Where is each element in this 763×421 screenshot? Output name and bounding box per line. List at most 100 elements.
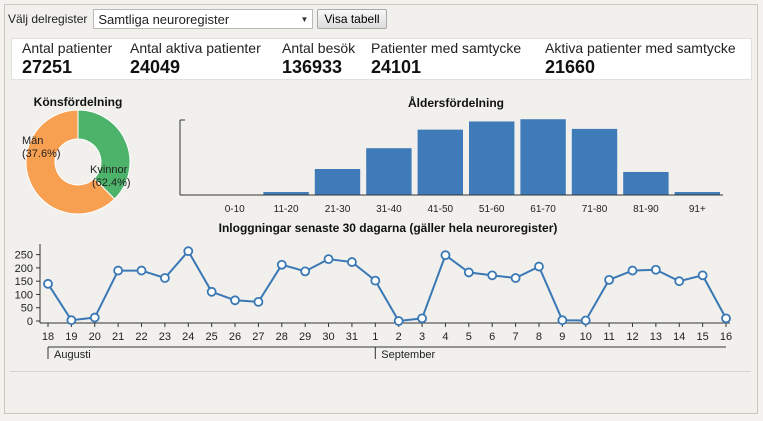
stat-title: Antal patienter bbox=[22, 40, 113, 56]
logins-point[interactable] bbox=[604, 274, 615, 285]
slice-label-men: Män bbox=[22, 135, 43, 147]
logins-x-tick-label: 25 bbox=[206, 331, 218, 343]
logins-x-tick-label: 29 bbox=[299, 331, 311, 343]
logins-point[interactable] bbox=[347, 257, 357, 267]
age-bar[interactable] bbox=[314, 169, 361, 195]
logins-x-tick-label: 2 bbox=[396, 331, 402, 343]
logins-x-tick-label: 28 bbox=[276, 331, 288, 343]
logins-point[interactable] bbox=[253, 296, 264, 307]
logins-chart-title: Inloggningar senaste 30 dagarna (gäller … bbox=[219, 221, 558, 235]
logins-point[interactable] bbox=[66, 315, 77, 326]
stat-value: 27251 bbox=[22, 57, 73, 77]
register-select-label: Välj delregister bbox=[8, 12, 88, 26]
age-bar[interactable] bbox=[674, 192, 720, 195]
logins-point[interactable] bbox=[417, 313, 427, 324]
logins-point[interactable] bbox=[534, 261, 544, 272]
logins-point[interactable] bbox=[183, 246, 194, 257]
slice-pct-women: (62.4%) bbox=[92, 177, 131, 189]
stat-value: 21660 bbox=[545, 57, 596, 77]
logins-x-tick-label: 19 bbox=[65, 331, 77, 343]
logins-y-tick-label: 50 bbox=[21, 303, 33, 315]
age-bar[interactable] bbox=[469, 121, 515, 195]
logins-y-tick-label: 0 bbox=[27, 316, 33, 328]
age-chart-title: Åldersfördelning bbox=[408, 95, 504, 110]
gender-chart-title: Könsfördelning bbox=[34, 95, 123, 109]
logins-point[interactable] bbox=[650, 264, 661, 275]
logins-point[interactable] bbox=[393, 316, 404, 326]
donut-slice-1[interactable] bbox=[25, 109, 116, 215]
logins-x-tick-label: 30 bbox=[322, 331, 334, 343]
logins-point[interactable] bbox=[300, 266, 311, 277]
age-x-tick-label: 51-60 bbox=[479, 204, 505, 215]
logins-point[interactable] bbox=[487, 270, 498, 281]
age-bar[interactable] bbox=[417, 129, 463, 195]
age-bar[interactable] bbox=[623, 171, 669, 195]
logins-point[interactable] bbox=[89, 312, 100, 323]
logins-x-tick-label: 12 bbox=[626, 331, 638, 343]
stat-active-consent: Aktiva patienter med samtycke 21660 bbox=[545, 39, 736, 78]
month-label: Augusti bbox=[54, 349, 91, 361]
logins-point[interactable] bbox=[627, 265, 638, 276]
logins-point[interactable] bbox=[276, 259, 287, 270]
logins-x-tick-label: 20 bbox=[89, 331, 101, 343]
stat-active-patients: Antal aktiva patienter 24049 bbox=[130, 39, 261, 78]
logins-x-tick-label: 7 bbox=[513, 331, 519, 343]
age-bar[interactable] bbox=[520, 119, 566, 195]
slice-label-women: Kvinnor bbox=[90, 164, 128, 176]
show-table-button[interactable]: Visa tabell bbox=[317, 9, 387, 29]
logins-x-tick-label: 15 bbox=[696, 331, 708, 343]
logins-point[interactable] bbox=[674, 276, 685, 287]
stat-value: 24101 bbox=[371, 57, 422, 77]
logins-x-tick-label: 24 bbox=[182, 331, 194, 343]
logins-x-tick-label: 22 bbox=[135, 331, 147, 343]
stat-title: Patienter med samtycke bbox=[371, 40, 522, 56]
month-label: September bbox=[381, 349, 435, 361]
age-bar[interactable] bbox=[571, 128, 618, 195]
logins-x-tick-label: 16 bbox=[720, 331, 732, 343]
logins-point[interactable] bbox=[43, 278, 53, 289]
logins-y-tick-label: 250 bbox=[15, 250, 33, 262]
logins-y-tick-label: 150 bbox=[15, 276, 33, 288]
logins-point[interactable] bbox=[370, 275, 381, 286]
logins-line bbox=[47, 249, 727, 323]
age-x-tick-label: 11-20 bbox=[274, 204, 299, 215]
stat-title: Antal aktiva patienter bbox=[130, 40, 261, 56]
logins-point[interactable] bbox=[580, 315, 591, 326]
logins-x-tick-label: 18 bbox=[42, 331, 54, 343]
logins-y-tick-label: 200 bbox=[15, 263, 33, 275]
logins-point[interactable] bbox=[113, 265, 124, 276]
logins-point[interactable] bbox=[136, 265, 147, 276]
logins-point[interactable] bbox=[697, 270, 708, 281]
logins-point[interactable] bbox=[159, 273, 170, 283]
stat-visits: Antal besök 136933 bbox=[282, 39, 355, 78]
age-x-tick-label: 41-50 bbox=[428, 204, 454, 215]
stat-title: Aktiva patienter med samtycke bbox=[545, 40, 736, 56]
slice-pct-men: (37.6%) bbox=[22, 148, 61, 160]
age-x-tick-label: 61-70 bbox=[530, 204, 556, 215]
logins-point[interactable] bbox=[463, 267, 474, 278]
logins-x-tick-label: 27 bbox=[252, 331, 264, 343]
logins-point[interactable] bbox=[230, 295, 240, 306]
donut-slice-0[interactable] bbox=[77, 109, 131, 200]
chevron-down-icon: ▼ bbox=[300, 14, 309, 24]
logins-x-tick-label: 21 bbox=[112, 331, 124, 343]
register-toolbar: Välj delregister Samtliga neuroregister … bbox=[8, 8, 387, 30]
logins-x-tick-label: 8 bbox=[536, 331, 542, 343]
logins-point[interactable] bbox=[440, 250, 451, 261]
logins-point[interactable] bbox=[323, 254, 334, 265]
stat-patients: Antal patienter 27251 bbox=[22, 39, 112, 78]
age-x-tick-label: 81-90 bbox=[633, 204, 659, 215]
register-select[interactable]: Samtliga neuroregister ▼ bbox=[93, 9, 314, 29]
logins-point[interactable] bbox=[510, 273, 521, 283]
logins-point[interactable] bbox=[206, 286, 217, 297]
logins-x-tick-label: 3 bbox=[419, 331, 425, 343]
age-x-tick-label: 21-30 bbox=[325, 204, 351, 215]
logins-point[interactable] bbox=[557, 315, 568, 326]
logins-x-tick-label: 1 bbox=[372, 331, 378, 343]
logins-point[interactable] bbox=[721, 313, 731, 324]
stat-value: 24049 bbox=[130, 57, 181, 77]
age-bar[interactable] bbox=[263, 192, 309, 195]
stat-consent: Patienter med samtycke 24101 bbox=[371, 39, 521, 78]
age-bar[interactable] bbox=[366, 148, 412, 195]
logins-x-tick-label: 4 bbox=[442, 331, 448, 343]
